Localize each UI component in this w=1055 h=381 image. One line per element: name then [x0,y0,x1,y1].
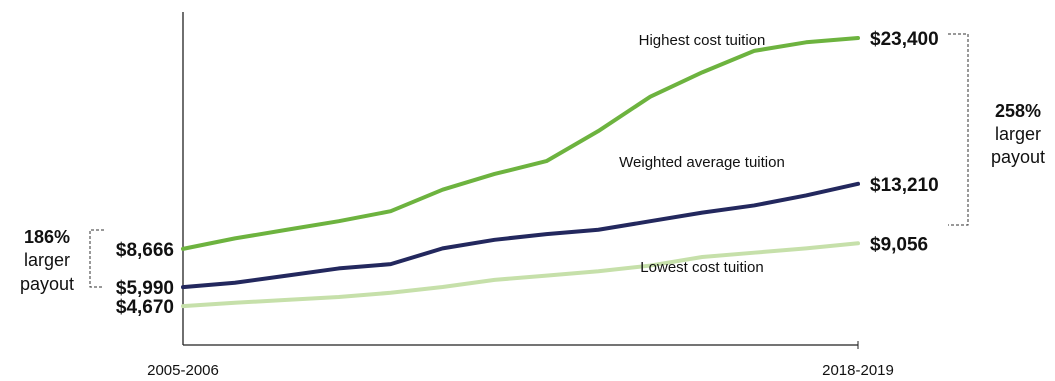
right-percent: 258% [995,101,1041,121]
start-value-label-average: $5,990 [116,278,174,299]
left-larger: larger [24,250,70,270]
series-line-lowest [181,241,860,309]
series-name-label-lowest: Lowest cost tuition [640,259,763,276]
series-name-label-average: Weighted average tuition [619,154,785,171]
series-name-label-highest: Highest cost tuition [639,32,766,49]
left-percent: 186% [24,227,70,247]
series-line-average [181,181,860,290]
right-larger: larger [995,124,1041,144]
series-line-highest [181,36,860,251]
left-bracket [89,229,104,288]
end-value-label-highest: $23,400 [870,29,939,50]
right-payout: payout [991,147,1045,167]
right-bracket [948,33,969,226]
start-value-label-highest: $8,666 [116,240,174,261]
x-tick-label-end: 2018-2019 [822,362,894,379]
start-value-label-lowest: $4,670 [116,297,174,318]
end-value-label-average: $13,210 [870,175,939,196]
left-payout: payout [20,274,74,294]
end-value-label-lowest: $9,056 [870,234,928,255]
x-tick-label-start: 2005-2006 [147,362,219,379]
